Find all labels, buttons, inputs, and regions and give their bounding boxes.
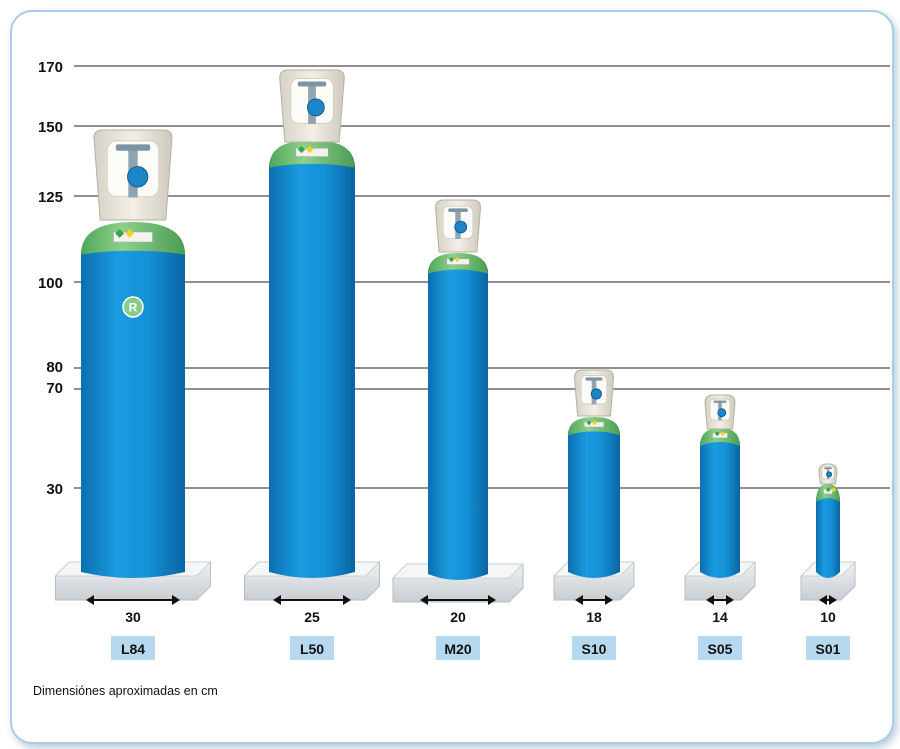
r-badge-icon xyxy=(122,296,144,318)
valve-outlet-icon xyxy=(454,220,468,234)
cylinder-s05: 14 S05 xyxy=(684,394,756,660)
diameter-value: 25 xyxy=(304,609,320,625)
hazard-diamond-green-icon xyxy=(714,431,720,437)
arrow-right-icon xyxy=(488,595,496,605)
arrow-left-icon xyxy=(86,595,94,605)
valve-handwheel xyxy=(115,144,151,151)
cylinder-body xyxy=(81,250,185,578)
valve-handwheel xyxy=(297,81,327,87)
arrow-left-icon xyxy=(273,595,281,605)
scale-label-100: 100 xyxy=(38,275,63,292)
cylinder-label-plate xyxy=(113,231,153,243)
scale-label-80: 80 xyxy=(46,359,63,376)
cylinder-body xyxy=(428,269,488,580)
arrow-left-icon xyxy=(575,595,583,605)
cylinder-code-box xyxy=(572,636,616,660)
cylinder-l50: 25 L50 xyxy=(243,69,381,660)
arrow-left-icon xyxy=(819,595,827,605)
cylinder-body xyxy=(568,431,620,578)
cylinder-code-box xyxy=(436,636,480,660)
cylinder-s10: 18 S10 xyxy=(553,369,635,660)
cylinder-code: L50 xyxy=(300,641,324,657)
hazard-diamond-yellow-icon xyxy=(125,228,135,238)
scale-labels: 170 150 125 100 80 70 30 xyxy=(38,59,63,498)
arrow-left-icon xyxy=(706,595,714,605)
valve-outlet-icon xyxy=(590,388,602,400)
cylinder-body xyxy=(816,498,840,578)
valve-handwheel xyxy=(824,467,832,470)
hazard-diamond-yellow-icon xyxy=(720,431,726,437)
cylinder-code: S10 xyxy=(582,641,607,657)
diameter-value: 30 xyxy=(125,609,141,625)
hazard-diamond-yellow-icon xyxy=(831,487,837,493)
arrow-right-icon xyxy=(343,595,351,605)
valve-outlet-icon xyxy=(127,166,149,188)
diameter-value: 20 xyxy=(450,609,466,625)
cylinder-s01: 10 S01 xyxy=(800,463,856,660)
hazard-diamond-yellow-icon xyxy=(305,145,314,154)
cylinder-code: S01 xyxy=(816,641,841,657)
valve-outlet-icon xyxy=(717,408,727,418)
cylinders-group: R 30 L84 25 L50 20 M20 18 S10 14 S05 10 S01 xyxy=(54,69,856,660)
valve-outlet-icon xyxy=(826,471,833,478)
arrow-right-icon xyxy=(726,595,734,605)
cylinder-code-box xyxy=(290,636,334,660)
cylinder-code: M20 xyxy=(444,641,471,657)
scale-label-70: 70 xyxy=(46,380,63,397)
hazard-diamond-green-icon xyxy=(115,228,125,238)
cylinder-body xyxy=(700,442,740,578)
valve-handwheel xyxy=(713,400,727,403)
hazard-diamond-green-icon xyxy=(586,420,592,426)
cylinder-l84: R 30 L84 xyxy=(54,129,212,660)
scale-label-150: 150 xyxy=(38,119,63,136)
cylinder-m20: 20 M20 xyxy=(392,199,524,660)
scale-label-170: 170 xyxy=(38,59,63,76)
arrow-right-icon xyxy=(829,595,837,605)
cylinder-code-box xyxy=(698,636,742,660)
valve-outlet-icon xyxy=(306,98,325,117)
arrow-right-icon xyxy=(605,595,613,605)
diameter-value: 14 xyxy=(712,609,728,625)
r-badge-letter: R xyxy=(129,301,138,315)
valve-handwheel xyxy=(448,208,468,212)
cylinder-label-plate xyxy=(712,432,728,439)
arrow-right-icon xyxy=(172,595,180,605)
hazard-diamond-green-icon xyxy=(825,487,831,493)
footnote: Dimensiónes aproximadas en cm xyxy=(33,684,218,698)
diameter-value: 18 xyxy=(586,609,602,625)
scale-label-30: 30 xyxy=(46,481,63,498)
diameter-value: 10 xyxy=(820,609,836,625)
cylinder-code: S05 xyxy=(708,641,733,657)
scale-label-125: 125 xyxy=(38,189,63,206)
cylinder-code-box xyxy=(111,636,155,660)
hazard-diamond-yellow-icon xyxy=(454,256,460,263)
valve-handwheel xyxy=(585,377,603,381)
cylinder-code-box xyxy=(806,636,850,660)
hazard-diamond-green-icon xyxy=(448,256,455,263)
cylinder-body xyxy=(269,163,355,578)
cylinder-code: L84 xyxy=(121,641,145,657)
arrow-left-icon xyxy=(420,595,428,605)
hazard-diamond-yellow-icon xyxy=(592,420,597,426)
